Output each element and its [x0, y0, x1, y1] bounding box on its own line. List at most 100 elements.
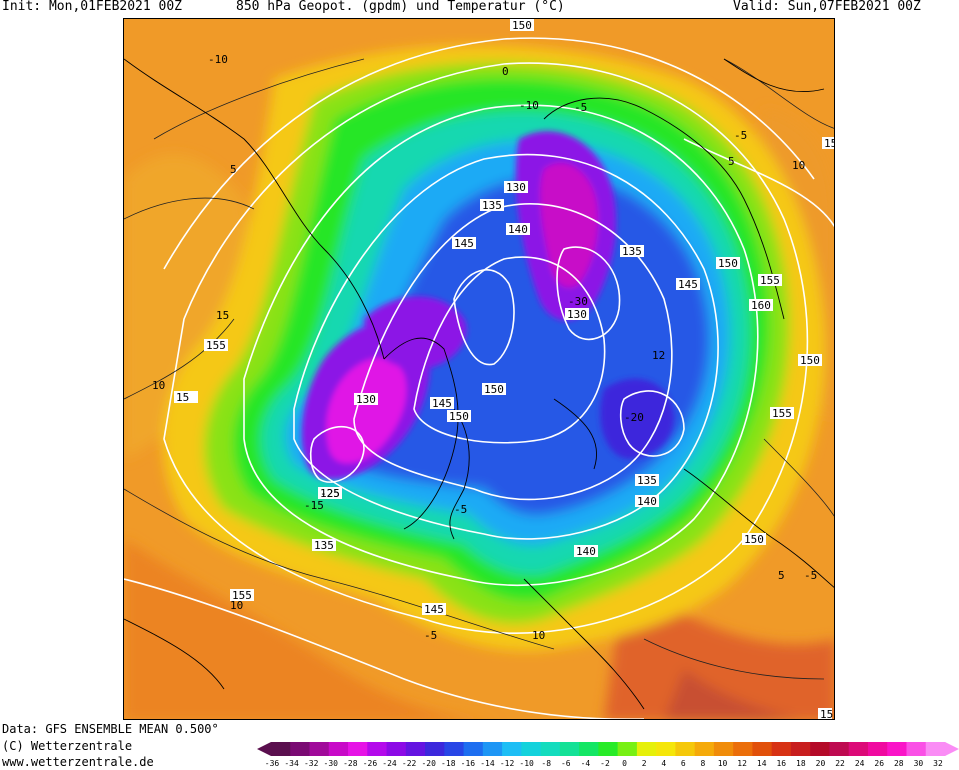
geo-label: 125	[320, 487, 340, 500]
scale-swatch	[405, 742, 426, 756]
temp-label: 5	[230, 163, 237, 176]
scale-swatch	[559, 742, 580, 756]
scale-swatch	[386, 742, 407, 756]
scale-tick-label: -6	[560, 759, 571, 768]
geopotential-contours	[124, 37, 834, 719]
scale-tick-label: 26	[874, 759, 885, 768]
warm-region-west	[124, 154, 264, 459]
color-scale-labels: -36 -34 -32 -30 -28 -26 -24 -22 -20 -18 -16 -14 -12-…	[258, 759, 948, 770]
scale-tick-label: 14	[756, 759, 767, 768]
scale-tick-label: -30	[323, 759, 338, 768]
scale-swatch	[829, 742, 850, 756]
scale-tick-label: 10	[717, 759, 728, 768]
scale-tick-label: 12	[737, 759, 747, 768]
coastlines	[124, 58, 834, 710]
temperature-labels: -10 5 10 -10 0 -5 5 10 -30 -25 -20 15 10…	[152, 53, 817, 642]
temp-label: 0	[502, 65, 509, 78]
scale-tick-label: -22	[401, 759, 417, 768]
scale-tick-label: -10	[519, 759, 534, 768]
scale-swatch	[540, 742, 561, 756]
color-scale-bar	[257, 742, 959, 756]
scale-tick-label: 32	[933, 759, 943, 768]
geo-label: 15	[176, 391, 189, 404]
temp-label: 12	[652, 349, 665, 362]
scale-tick-label: 30	[913, 759, 924, 768]
scale-tick-label: -26	[362, 759, 378, 768]
copyright: (C) Wetterzentrale	[2, 739, 133, 753]
geo-label: 155	[772, 407, 792, 420]
scale-tick-label: 4	[661, 759, 667, 768]
chart-title: 850 hPa Geopot. (gpdm) und Temperatur (°…	[236, 0, 565, 14]
temp-label: -5	[454, 503, 467, 516]
scale-swatch	[694, 742, 715, 756]
scale-tick-label: -24	[382, 759, 397, 768]
forecast-map-svg: 150 130 135 140 145 150 135 145 155 160 …	[124, 19, 834, 720]
cold-core-west-inner	[326, 357, 407, 464]
scale-swatch	[617, 742, 638, 756]
cold-core-center	[364, 296, 467, 370]
temp-label: -5	[574, 101, 587, 114]
scale-tick-label: -12	[499, 759, 515, 768]
temp-label: -30	[568, 295, 588, 308]
scale-swatch	[675, 742, 696, 756]
scale-tick-label: 20	[815, 759, 826, 768]
scale-tick-label: -16	[460, 759, 476, 768]
geo-label: 145	[678, 278, 698, 291]
scale-tick-label: -14	[480, 759, 495, 768]
geo-label: 135	[622, 245, 642, 258]
temp-label: -20	[624, 411, 644, 424]
geo-label: 130	[567, 308, 587, 321]
geo-label: 150	[512, 19, 532, 32]
temp-label: -5	[424, 629, 437, 642]
scale-tick-label: -8	[541, 759, 552, 768]
scale-arrow-right	[945, 742, 959, 756]
geo-label: 140	[637, 495, 657, 508]
geo-label: 155	[760, 274, 780, 287]
valid-time: Valid: Sun,07FEB2021 00Z	[733, 0, 921, 14]
temp-label: -5	[804, 569, 817, 582]
scale-tick-label: -2	[600, 759, 610, 768]
scale-swatch	[656, 742, 676, 756]
scale-tick-label: 18	[796, 759, 806, 768]
scale-swatch	[425, 742, 445, 756]
temp-label: 10	[792, 159, 805, 172]
temp-label: 10	[230, 599, 243, 612]
geo-label: 145	[432, 397, 452, 410]
geo-label: 140	[508, 223, 528, 236]
geo-label: 150	[800, 354, 820, 367]
scale-swatch	[348, 742, 368, 756]
scale-tick-label: -4	[580, 759, 591, 768]
scale-swatch	[367, 742, 388, 756]
scale-swatch	[887, 742, 907, 756]
scale-tick-label: -20	[421, 759, 436, 768]
scale-tick-label: 16	[776, 759, 787, 768]
scale-swatch	[713, 742, 734, 756]
scale-swatch	[906, 742, 927, 756]
scale-tick-label: -34	[284, 759, 299, 768]
scale-swatch	[771, 742, 792, 756]
geo-label: 15	[820, 708, 833, 720]
scale-swatch	[328, 742, 349, 756]
scale-tick-label: 24	[854, 759, 865, 768]
geo-label: 160	[751, 299, 771, 312]
scale-swatch	[579, 742, 599, 756]
temp-label: 15	[216, 309, 229, 322]
geo-label: 140	[576, 545, 596, 558]
temperature-contours	[124, 58, 834, 680]
scale-swatch	[790, 742, 811, 756]
scale-tick-label: -18	[441, 759, 456, 768]
scale-swatch	[309, 742, 330, 756]
temp-label: 5	[728, 155, 735, 168]
scale-swatch	[482, 742, 503, 756]
cold-core-east	[600, 378, 675, 459]
temp-label: -10	[519, 99, 539, 112]
data-source: Data: GFS ENSEMBLE MEAN 0.500°	[2, 722, 219, 736]
website: www.wetterzentrale.de	[2, 755, 154, 769]
forecast-map: 150 130 135 140 145 150 135 145 155 160 …	[123, 18, 835, 720]
geo-label: 135	[314, 539, 334, 552]
hot-region-southeast	[664, 669, 798, 719]
geo-label: 135	[482, 199, 502, 212]
temp-label: 5	[778, 569, 785, 582]
cold-core-north-inner	[540, 163, 599, 288]
geopotential-labels: 150 130 135 140 145 150 135 145 155 160 …	[174, 19, 834, 720]
